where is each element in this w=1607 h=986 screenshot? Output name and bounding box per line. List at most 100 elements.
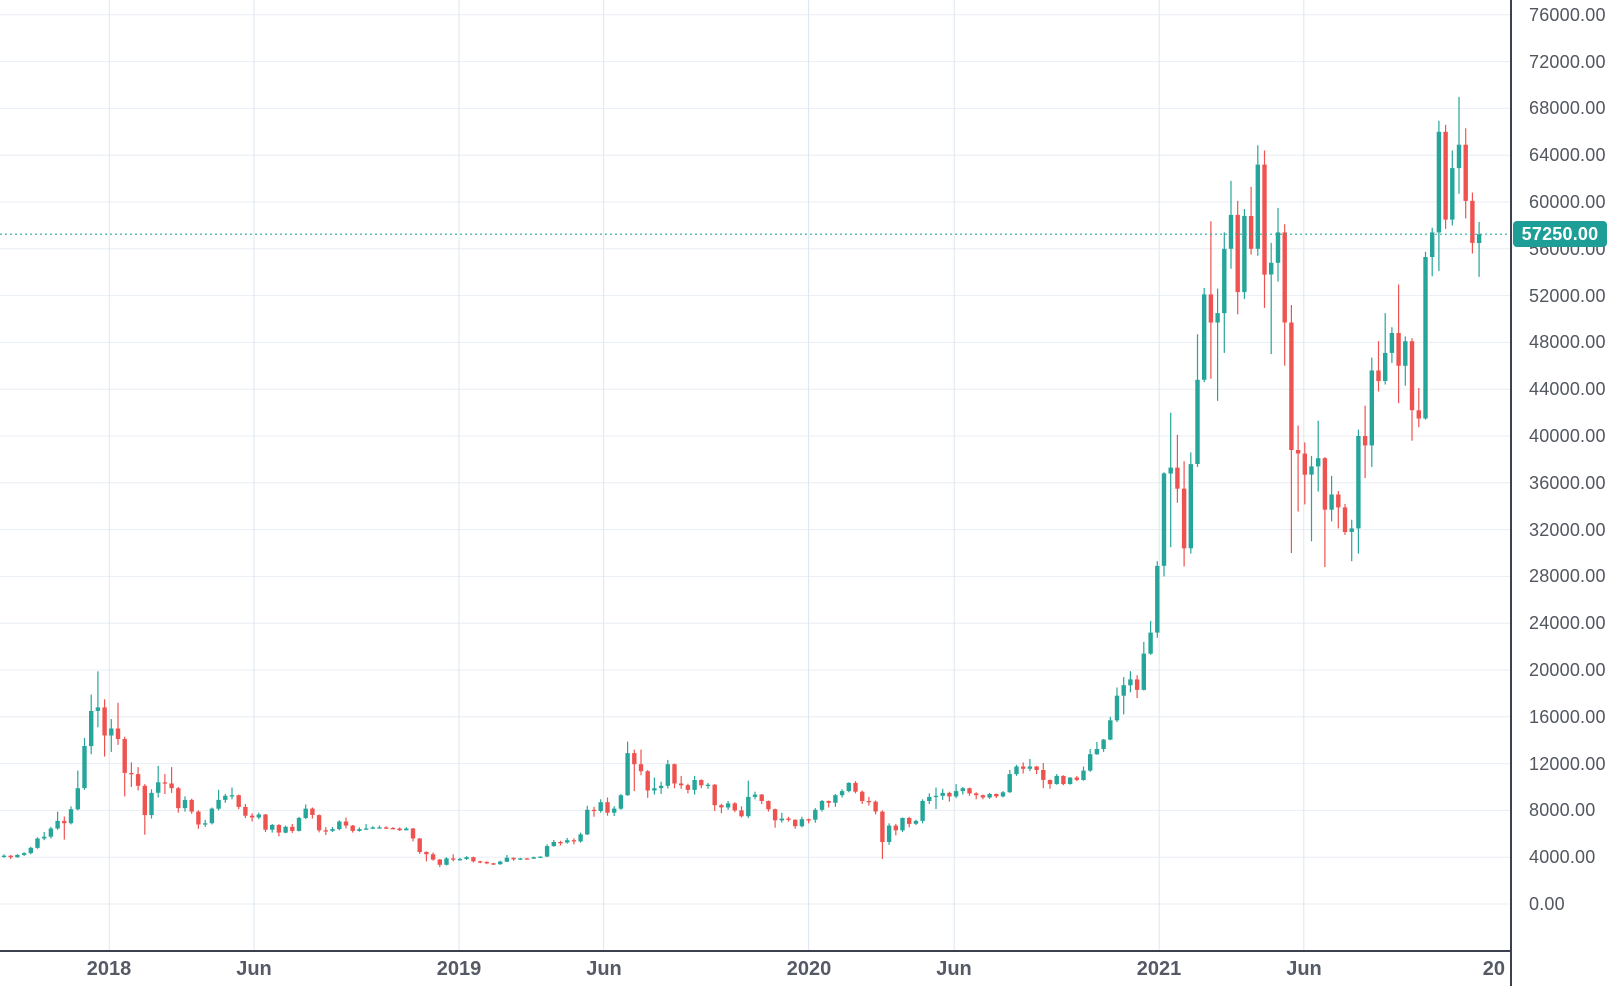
candle bbox=[223, 794, 228, 803]
price-axis[interactable]: 57250.00 76000.00 72000.00 68000.00 64000.0… bbox=[1510, 0, 1607, 986]
candle bbox=[1101, 739, 1106, 752]
candle bbox=[511, 857, 516, 861]
price-tick-label: 48000.00 bbox=[1529, 332, 1606, 352]
candle bbox=[451, 854, 456, 862]
candle bbox=[1054, 774, 1059, 785]
time-tick-label: 2018 bbox=[86, 958, 132, 980]
candle bbox=[933, 787, 939, 809]
time-axis[interactable]: 2018 Jun 2019 Jun 2020 Jun 2021 Jun 20 bbox=[0, 950, 1607, 986]
candle bbox=[524, 857, 530, 860]
candle bbox=[1181, 461, 1187, 567]
price-tick-label: 52000.00 bbox=[1529, 286, 1606, 306]
time-tick-label: Jun bbox=[1286, 958, 1322, 980]
candle bbox=[839, 789, 845, 798]
price-tick-label: 76000.00 bbox=[1529, 5, 1606, 25]
time-tick-label: Jun bbox=[936, 958, 972, 980]
candle bbox=[819, 799, 825, 812]
candle bbox=[1, 854, 7, 858]
candle bbox=[276, 824, 282, 837]
candle bbox=[444, 857, 449, 866]
candle bbox=[558, 840, 563, 846]
time-tick-label: 2019 bbox=[436, 958, 482, 980]
time-tick-label: Jun bbox=[236, 958, 272, 980]
price-tick-label: 8000.00 bbox=[1529, 800, 1596, 820]
candle bbox=[1141, 641, 1146, 691]
candle bbox=[960, 787, 965, 795]
candle bbox=[658, 781, 664, 794]
candle bbox=[397, 827, 402, 831]
candle bbox=[833, 794, 838, 807]
candle bbox=[370, 826, 375, 830]
candle bbox=[484, 861, 489, 865]
candle bbox=[323, 827, 328, 835]
candle bbox=[189, 798, 194, 814]
candle bbox=[182, 796, 188, 812]
candle bbox=[363, 824, 369, 830]
candle bbox=[732, 802, 737, 813]
candle bbox=[625, 741, 630, 796]
price-tick-label: 64000.00 bbox=[1529, 145, 1606, 165]
candle bbox=[772, 808, 778, 828]
candle bbox=[692, 775, 697, 795]
candle bbox=[1041, 763, 1046, 789]
candle bbox=[35, 837, 40, 849]
candle bbox=[672, 763, 677, 789]
candle bbox=[89, 694, 94, 755]
candle bbox=[638, 749, 644, 776]
candle bbox=[1269, 242, 1274, 355]
candle bbox=[1336, 491, 1341, 529]
candle bbox=[464, 856, 469, 860]
candle bbox=[263, 813, 268, 832]
candle bbox=[337, 820, 342, 831]
price-tick-label: 60000.00 bbox=[1529, 192, 1606, 212]
candle bbox=[1222, 232, 1227, 353]
candle bbox=[551, 839, 556, 847]
time-tick-label: Jun bbox=[586, 958, 622, 980]
candle bbox=[1443, 124, 1448, 229]
candle bbox=[907, 816, 912, 828]
chart-plot-area[interactable] bbox=[0, 0, 1510, 950]
candle bbox=[759, 794, 764, 804]
candle bbox=[1430, 227, 1435, 277]
candle bbox=[1275, 207, 1281, 282]
candle bbox=[8, 855, 13, 859]
candle bbox=[1456, 96, 1462, 194]
candle bbox=[1295, 425, 1301, 512]
candle bbox=[430, 852, 436, 861]
candle bbox=[417, 837, 422, 854]
candle bbox=[779, 812, 784, 823]
candle bbox=[350, 825, 355, 833]
price-tick-label: 32000.00 bbox=[1529, 520, 1606, 540]
candle bbox=[699, 779, 704, 789]
candle bbox=[719, 803, 724, 814]
candle bbox=[28, 846, 33, 855]
candle bbox=[1255, 145, 1260, 256]
candle bbox=[571, 838, 577, 845]
candle bbox=[1215, 288, 1220, 401]
candle bbox=[853, 781, 858, 794]
candle bbox=[1108, 716, 1113, 741]
candle bbox=[806, 818, 811, 824]
candle bbox=[1128, 671, 1133, 693]
candle bbox=[504, 855, 510, 863]
candle bbox=[927, 793, 932, 804]
candle bbox=[109, 719, 114, 752]
candle bbox=[1000, 791, 1006, 798]
candle bbox=[243, 804, 248, 818]
candle bbox=[1262, 150, 1267, 308]
candle bbox=[1309, 455, 1314, 542]
candle bbox=[62, 816, 67, 840]
candle bbox=[953, 784, 959, 799]
candle bbox=[1342, 503, 1348, 535]
candle bbox=[1316, 420, 1321, 492]
candle bbox=[645, 770, 650, 798]
candle bbox=[384, 826, 389, 830]
candle bbox=[1175, 434, 1180, 503]
candle bbox=[1228, 180, 1234, 269]
candle bbox=[826, 800, 831, 808]
candle bbox=[598, 799, 603, 813]
candle bbox=[310, 807, 315, 819]
candle bbox=[283, 825, 288, 834]
candle bbox=[209, 807, 215, 825]
candle bbox=[1067, 777, 1073, 785]
